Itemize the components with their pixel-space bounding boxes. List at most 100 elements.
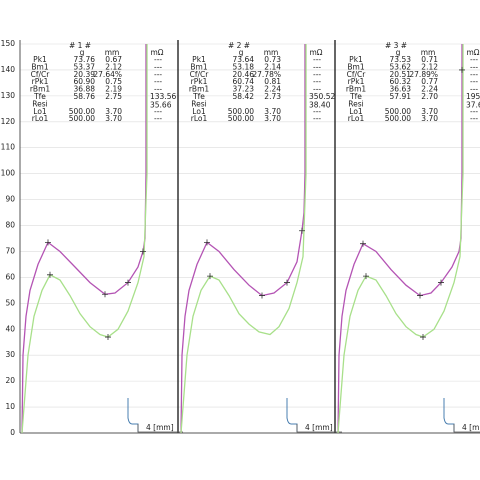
mohm-value: --- xyxy=(470,70,478,79)
y-tick-label: 30 xyxy=(5,350,15,359)
curve xyxy=(337,44,463,434)
y-tick-label: 0 xyxy=(10,428,15,437)
curve xyxy=(21,44,147,434)
panel-title: # 2 # xyxy=(228,41,250,50)
curve xyxy=(21,44,148,434)
mm-value: 27.89% xyxy=(409,70,438,79)
row-label: Resi xyxy=(348,99,363,108)
marker xyxy=(105,334,111,341)
mohm-value: --- xyxy=(313,114,321,123)
marker xyxy=(299,227,305,234)
mm-value: 3.70 xyxy=(421,114,438,123)
g-value: 20.39 xyxy=(74,70,96,79)
marker xyxy=(259,292,265,299)
marker xyxy=(417,292,423,299)
mohm-value: --- xyxy=(313,70,321,79)
mohm-value: 133.56 xyxy=(150,92,176,101)
mohm-value: --- xyxy=(470,62,478,71)
row-label: Lo1 xyxy=(33,107,47,116)
mm-value: 3.70 xyxy=(421,107,438,116)
y-tick-label: 150 xyxy=(1,39,16,48)
unit-header: mm xyxy=(264,48,279,57)
mohm-value: 350.52 xyxy=(309,92,335,101)
mohm-value: --- xyxy=(154,85,162,94)
g-value: 60.90 xyxy=(74,77,96,86)
scale-bar xyxy=(453,424,480,433)
unit-header: mΩ xyxy=(309,48,322,57)
g-value: 500.00 xyxy=(69,114,95,123)
g-value: 73.76 xyxy=(74,55,96,64)
row-label: Tfe xyxy=(33,92,46,101)
g-value: 500.00 xyxy=(385,107,411,116)
mohm-value: --- xyxy=(313,107,321,116)
mohm-value: --- xyxy=(154,114,162,123)
g-value: 53.18 xyxy=(233,62,255,71)
row-label: rPk1 xyxy=(32,77,49,86)
mm-value: 27.64% xyxy=(93,70,122,79)
g-value: 500.00 xyxy=(228,114,254,123)
mohm-value: --- xyxy=(313,77,321,86)
y-tick-label: 80 xyxy=(5,221,15,230)
marker xyxy=(207,273,213,280)
sensor-trace xyxy=(443,398,455,432)
mm-value: 2.14 xyxy=(264,62,281,71)
mohm-value: --- xyxy=(154,70,162,79)
scale-label: 4 [mm] xyxy=(146,423,174,432)
g-value: 500.00 xyxy=(228,107,254,116)
unit-header: g xyxy=(396,48,401,57)
row-label: Tfe xyxy=(349,92,362,101)
mm-value: 2.12 xyxy=(421,62,438,71)
unit-header: g xyxy=(239,48,244,57)
marker xyxy=(284,279,290,286)
marker xyxy=(47,271,53,278)
row-label: Bm1 xyxy=(31,62,48,71)
row-label: Tfe xyxy=(192,92,205,101)
marker xyxy=(102,291,108,298)
g-value: 500.00 xyxy=(385,114,411,123)
mm-value: 0.77 xyxy=(421,77,438,86)
scale-bar xyxy=(296,424,342,433)
unit-header: g xyxy=(80,48,85,57)
scale-label: 4 [mm] xyxy=(462,423,480,432)
mm-value: 0.67 xyxy=(105,55,122,64)
row-label: rPk1 xyxy=(191,77,208,86)
y-tick-label: 120 xyxy=(1,117,16,126)
mohm-value: --- xyxy=(154,77,162,86)
mm-value: 3.70 xyxy=(264,107,281,116)
mohm-value: --- xyxy=(470,107,478,116)
row-label: rBm1 xyxy=(189,85,210,94)
y-tick-label: 60 xyxy=(5,272,15,281)
mm-value: 3.70 xyxy=(105,107,122,116)
mm-value: 2.12 xyxy=(105,62,122,71)
g-value: 60.74 xyxy=(233,77,255,86)
marker xyxy=(360,240,366,247)
panel-title: # 3 # xyxy=(385,41,407,50)
resi-value: 37.6 xyxy=(466,100,480,109)
mm-value: 0.75 xyxy=(105,77,122,86)
row-label: Pk1 xyxy=(33,55,47,64)
scale-label: 4 [mm] xyxy=(305,423,333,432)
row-label: Bm1 xyxy=(347,62,364,71)
row-label: rLo1 xyxy=(32,114,49,123)
unit-header: mΩ xyxy=(150,48,163,57)
mohm-value: --- xyxy=(313,62,321,71)
marker xyxy=(420,334,426,341)
row-label: Resi xyxy=(32,99,47,108)
curve xyxy=(337,44,464,434)
mm-value: 2.24 xyxy=(264,85,281,94)
mm-value: 0.81 xyxy=(264,77,281,86)
y-tick-label: 20 xyxy=(5,376,15,385)
mohm-value: --- xyxy=(470,114,478,123)
g-value: 73.53 xyxy=(390,55,412,64)
mohm-value: --- xyxy=(154,62,162,71)
marker xyxy=(363,273,369,280)
mm-value: 2.19 xyxy=(105,85,122,94)
g-value: 53.37 xyxy=(74,62,96,71)
marker xyxy=(459,66,465,73)
g-value: 37.23 xyxy=(233,85,255,94)
mm-value: 27.78% xyxy=(252,70,281,79)
g-value: 58.42 xyxy=(233,92,255,101)
row-label: rLo1 xyxy=(191,114,208,123)
